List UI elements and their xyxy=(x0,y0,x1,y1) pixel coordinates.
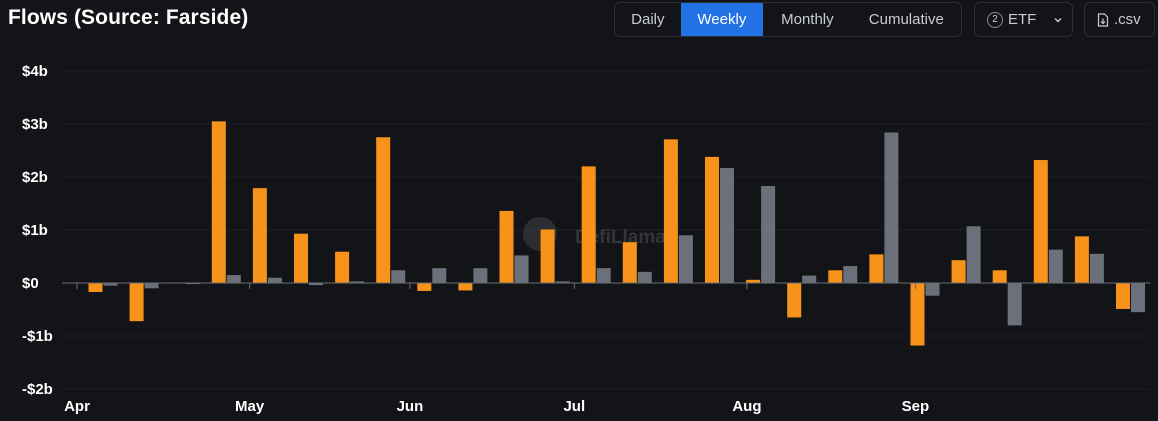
bar-series1[interactable] xyxy=(88,283,103,293)
etf-select-label: ETF xyxy=(1008,11,1037,28)
bar-series1[interactable] xyxy=(211,121,226,283)
tab-daily[interactable]: Daily xyxy=(631,11,665,28)
x-tick-label: Jun xyxy=(397,398,424,415)
y-tick-label: $1b xyxy=(22,222,48,239)
file-download-icon xyxy=(1097,12,1109,27)
etf-count-badge: 2 xyxy=(987,11,1003,28)
bar-series1[interactable] xyxy=(828,270,843,283)
bar-series2[interactable] xyxy=(350,281,365,283)
bar-series1[interactable] xyxy=(1074,236,1089,283)
bar-series1[interactable] xyxy=(1116,283,1130,309)
interval-toggle: Daily Weekly Monthly Cumulative xyxy=(614,2,962,37)
bar-series2[interactable] xyxy=(391,270,406,283)
bar-series1[interactable] xyxy=(458,283,473,291)
bar-series1[interactable] xyxy=(869,254,884,283)
bar-series2[interactable] xyxy=(637,271,652,283)
bar-series2[interactable] xyxy=(432,268,447,283)
bar-series2[interactable] xyxy=(966,226,981,283)
bar-series2[interactable] xyxy=(596,268,611,283)
bar-series2[interactable] xyxy=(473,268,488,283)
bar-series1[interactable] xyxy=(294,233,308,283)
tab-weekly[interactable]: Weekly xyxy=(680,3,764,36)
y-tick-label: $0 xyxy=(22,275,39,292)
bar-series2[interactable] xyxy=(267,277,282,283)
watermark-text: DefiLlama xyxy=(575,227,666,248)
y-tick-label: $3b xyxy=(22,116,48,133)
bar-series2[interactable] xyxy=(144,283,159,289)
bar-series2[interactable] xyxy=(884,132,899,283)
bar-series1[interactable] xyxy=(499,210,514,283)
bar-series1[interactable] xyxy=(787,283,802,318)
chevron-down-icon xyxy=(1054,17,1062,22)
bar-series2[interactable] xyxy=(226,275,241,283)
x-tick-label: May xyxy=(235,398,265,415)
bar-series2[interactable] xyxy=(678,235,693,283)
download-csv-label: .csv xyxy=(1114,11,1141,28)
x-tick-label: Apr xyxy=(64,398,90,415)
x-tick-label: Sep xyxy=(902,398,930,415)
bar-series1[interactable] xyxy=(746,279,761,283)
download-csv-button[interactable]: .csv xyxy=(1084,2,1155,37)
bar-series1[interactable] xyxy=(705,156,719,283)
bar-series2[interactable] xyxy=(555,281,570,283)
bar-series2[interactable] xyxy=(103,283,118,286)
bar-series2[interactable] xyxy=(1131,283,1145,313)
bar-series2[interactable] xyxy=(309,283,323,286)
x-tick-label: Jul xyxy=(563,398,585,415)
y-tick-label: -$2b xyxy=(22,381,53,398)
bar-series1[interactable] xyxy=(376,137,391,283)
bar-series2[interactable] xyxy=(1048,249,1063,283)
bar-series1[interactable] xyxy=(417,283,432,291)
bar-series2[interactable] xyxy=(185,283,200,285)
y-tick-label: $4b xyxy=(22,63,48,80)
bar-series2[interactable] xyxy=(1007,283,1022,326)
bar-series2[interactable] xyxy=(514,255,529,283)
y-tick-label: $2b xyxy=(22,169,48,186)
bar-series2[interactable] xyxy=(925,283,940,296)
etf-select-button[interactable]: 2 ETF xyxy=(974,2,1073,37)
bar-series1[interactable] xyxy=(622,242,637,283)
chart-title: Flows (Source: Farside) xyxy=(8,6,249,29)
x-tick-label: Aug xyxy=(732,398,761,415)
tab-cumulative[interactable]: Cumulative xyxy=(868,11,944,28)
bar-series1[interactable] xyxy=(252,188,267,283)
bar-series1[interactable] xyxy=(1033,160,1048,283)
bar-series1[interactable] xyxy=(910,283,925,346)
bar-series2[interactable] xyxy=(720,167,734,283)
bar-series1[interactable] xyxy=(581,166,596,283)
bar-series1[interactable] xyxy=(663,139,678,283)
bar-series1[interactable] xyxy=(951,260,966,283)
bar-series2[interactable] xyxy=(802,275,817,283)
bar-series2[interactable] xyxy=(1089,253,1104,283)
bar-series2[interactable] xyxy=(843,266,858,283)
bar-series2[interactable] xyxy=(761,186,776,283)
bar-series1[interactable] xyxy=(129,283,144,322)
y-tick-label: -$1b xyxy=(22,328,53,345)
bar-series1[interactable] xyxy=(540,229,555,283)
tab-monthly[interactable]: Monthly xyxy=(781,11,834,28)
bar-series1[interactable] xyxy=(992,270,1007,283)
defillama-watermark: DefiLlama xyxy=(523,217,666,251)
bar-series1[interactable] xyxy=(335,251,350,283)
